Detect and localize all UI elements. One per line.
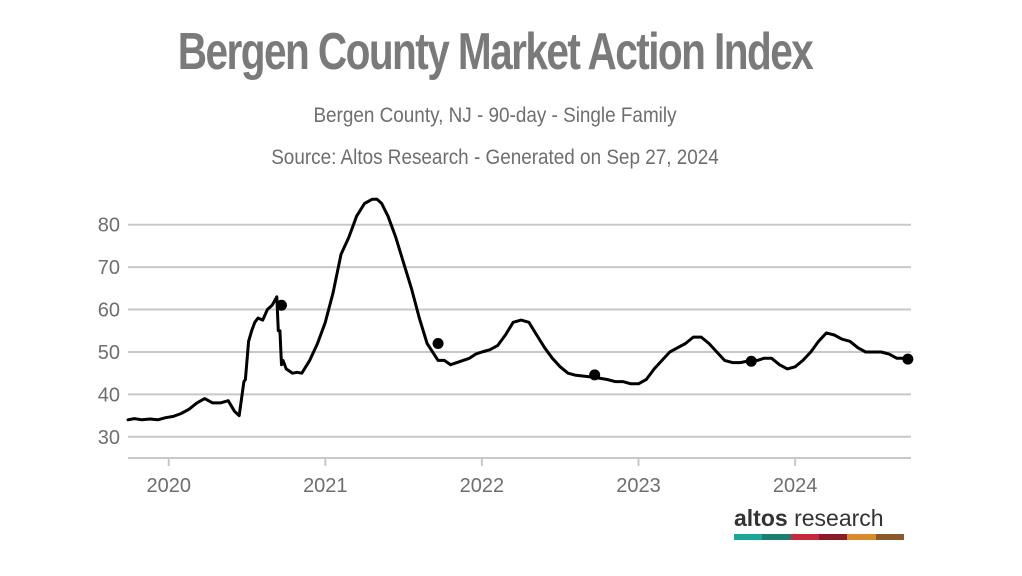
data-point-marker [589,369,601,381]
x-tick-label: 2021 [303,475,348,497]
x-tick-label: 2024 [773,475,818,497]
logo-bar-segment [818,534,848,540]
data-point-marker [432,337,444,349]
x-tick-label: 2022 [460,475,505,497]
logo-color-bar [734,534,904,540]
logo-brand-regular: research [787,505,884,531]
x-tick-label: 2023 [616,475,661,497]
y-tick-label: 50 [98,342,120,364]
grid-layer [128,223,911,466]
chart-title: Bergen County Market Action Index [177,23,814,81]
altos-research-logo: altos research [734,505,904,540]
y-tick-label: 40 [98,384,120,406]
logo-bar-segment [734,534,763,540]
y-tick-label: 60 [98,300,120,322]
data-point-marker [275,299,287,311]
logo-bar-segment [762,534,791,540]
x-tick-label: 2020 [146,475,191,497]
chart-subtitle: Bergen County, NJ - 90-day - Single Fami… [313,104,677,127]
logo-bar-segment [847,534,876,540]
data-point-marker [902,353,914,365]
data-point-marker [745,355,757,367]
y-tick-label: 70 [98,257,120,279]
series-layer [126,197,910,422]
logo-brand-bold: altos [734,505,788,531]
marker-layer [275,299,914,381]
series-line [126,197,910,422]
y-tick-label: 30 [98,427,120,449]
logo-bar-segment [790,534,819,540]
tick-label-layer: 30 40 50 60 70 80 2020 2021 2022 2023 2024 [98,215,818,497]
y-tick-label: 80 [98,215,120,237]
logo-bar-segment [875,534,904,540]
logo-wordmark: altos research [734,505,904,531]
chart-source: Source: Altos Research - Generated on Se… [271,146,719,169]
